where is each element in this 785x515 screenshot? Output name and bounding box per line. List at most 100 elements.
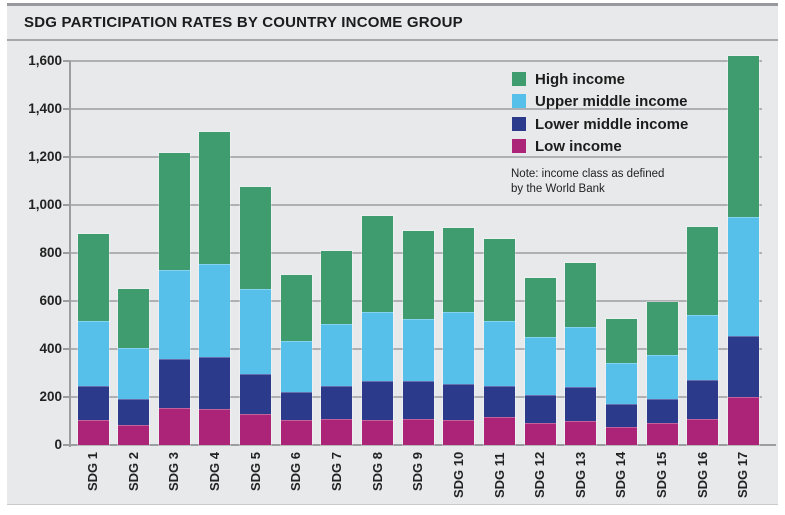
bar-segment-high-income <box>118 289 150 348</box>
legend-item-label: Upper middle income <box>535 93 688 111</box>
y-tick-label: 1,600 <box>28 53 62 68</box>
bar-segment-upper-middle-income <box>240 289 272 375</box>
x-category-label: SDG 15 <box>654 451 670 498</box>
bar-segment-upper-middle-income <box>321 323 353 387</box>
gridline <box>70 108 762 110</box>
x-category-label: SDG 3 <box>166 451 182 491</box>
y-tick-label: 200 <box>39 389 62 404</box>
legend-swatch-high-income <box>512 72 526 86</box>
x-category-label: SDG 7 <box>328 451 344 491</box>
y-axis-tick <box>63 348 70 350</box>
bar-segment-low-income <box>199 409 231 445</box>
gridline <box>70 156 762 158</box>
bar-segment-low-income <box>605 427 637 445</box>
legend-swatch-lower-middle-income <box>512 116 526 131</box>
legend-swatch-low-income <box>512 138 526 153</box>
x-category-label: SDG 4 <box>206 451 222 491</box>
bar-segment-lower-middle-income <box>687 380 719 419</box>
x-category-label: SDG 2 <box>125 451 141 491</box>
bar-segment-high-income <box>687 226 719 316</box>
legend-item-label: Low income <box>535 137 622 155</box>
bar-segment-high-income <box>605 319 637 364</box>
top-rule <box>7 3 778 6</box>
x-category-label: SDG 17 <box>735 451 751 498</box>
bar-segment-high-income <box>565 262 597 328</box>
bar-segment-lower-middle-income <box>646 399 678 424</box>
bar-segment-low-income <box>362 419 394 445</box>
bar-segment-lower-middle-income <box>240 374 272 414</box>
y-axis <box>69 61 71 447</box>
bar-segment-upper-middle-income <box>687 315 719 381</box>
bar-segment-upper-middle-income <box>158 269 190 359</box>
y-tick-label: 1,200 <box>28 149 62 164</box>
bar-segment-upper-middle-income <box>605 363 637 405</box>
gridline <box>70 204 762 206</box>
bar-segment-low-income <box>240 413 272 445</box>
y-axis-tick <box>63 444 70 446</box>
y-tick-label: 600 <box>39 293 62 308</box>
bar-segment-low-income <box>727 397 759 445</box>
legend-swatch-upper-middle-income <box>512 94 526 109</box>
bar-segment-lower-middle-income <box>605 404 637 427</box>
legend-item-upper-middle-income: Upper middle income <box>512 93 722 111</box>
bar-segment-upper-middle-income <box>484 321 515 387</box>
legend-item-high-income: High income <box>512 71 722 88</box>
x-category-label: SDG 6 <box>288 451 304 491</box>
bar-segment-low-income <box>77 419 109 445</box>
bar-segment-upper-middle-income <box>280 340 312 393</box>
bar-segment-high-income <box>240 187 272 289</box>
bar-segment-low-income <box>687 418 719 445</box>
bar-segment-lower-middle-income <box>484 386 515 418</box>
gridline <box>70 60 762 62</box>
x-category-label: SDG 10 <box>450 451 466 498</box>
bar-segment-upper-middle-income <box>402 319 434 382</box>
y-axis-tick <box>63 204 70 206</box>
bar-segment-low-income <box>443 419 475 445</box>
note-line-1: Note: income class as defined <box>511 168 665 180</box>
bar-segment-high-income <box>280 274 312 341</box>
bar-segment-lower-middle-income <box>118 399 150 425</box>
x-category-label: SDG 16 <box>694 451 710 498</box>
x-category-label: SDG 5 <box>247 451 263 491</box>
bar-segment-upper-middle-income <box>565 327 597 388</box>
bar-segment-lower-middle-income <box>321 386 353 419</box>
y-tick-label: 400 <box>39 341 62 356</box>
y-axis-tick <box>63 108 70 110</box>
bar-segment-low-income <box>321 418 353 445</box>
bar-segment-high-income <box>727 56 759 217</box>
y-axis-tick <box>63 156 70 158</box>
y-axis-tick <box>63 300 70 302</box>
y-axis-tick <box>63 60 70 62</box>
y-tick-label: 1,000 <box>28 197 62 212</box>
bar-segment-upper-middle-income <box>118 347 150 400</box>
y-tick-label: 1,400 <box>28 101 62 116</box>
bar-segment-high-income <box>443 227 475 312</box>
bar-segment-lower-middle-income <box>280 392 312 420</box>
bar-segment-upper-middle-income <box>443 311 475 384</box>
x-category-label: SDG 14 <box>613 451 629 498</box>
figure-panel: SDG PARTICIPATION RATES BY COUNTRY INCOM… <box>7 3 778 505</box>
bar-segment-upper-middle-income <box>524 337 556 395</box>
bar-segment-lower-middle-income <box>362 381 394 420</box>
bar-segment-upper-middle-income <box>362 311 394 382</box>
legend-item-lower-middle-income: Lower middle income <box>512 116 722 133</box>
y-tick-label: 0 <box>54 437 62 452</box>
bar-segment-upper-middle-income <box>646 355 678 400</box>
bar-segment-lower-middle-income <box>199 357 231 409</box>
bar-segment-high-income <box>484 238 515 322</box>
title-divider-rule <box>7 39 778 41</box>
bar-segment-low-income <box>646 423 678 445</box>
bar-segment-lower-middle-income <box>565 387 597 421</box>
x-category-label: SDG 12 <box>532 451 548 498</box>
bar-segment-upper-middle-income <box>199 263 231 358</box>
bar-segment-high-income <box>199 131 231 264</box>
x-category-label: SDG 8 <box>369 451 385 491</box>
bar-segment-high-income <box>77 233 109 322</box>
bar-segment-high-income <box>362 215 394 312</box>
bar-segment-high-income <box>158 153 190 270</box>
x-axis <box>69 444 776 446</box>
bar-segment-high-income <box>524 278 556 337</box>
bar-segment-lower-middle-income <box>402 381 434 419</box>
bar-segment-lower-middle-income <box>158 358 190 408</box>
bar-segment-lower-middle-income <box>727 335 759 397</box>
